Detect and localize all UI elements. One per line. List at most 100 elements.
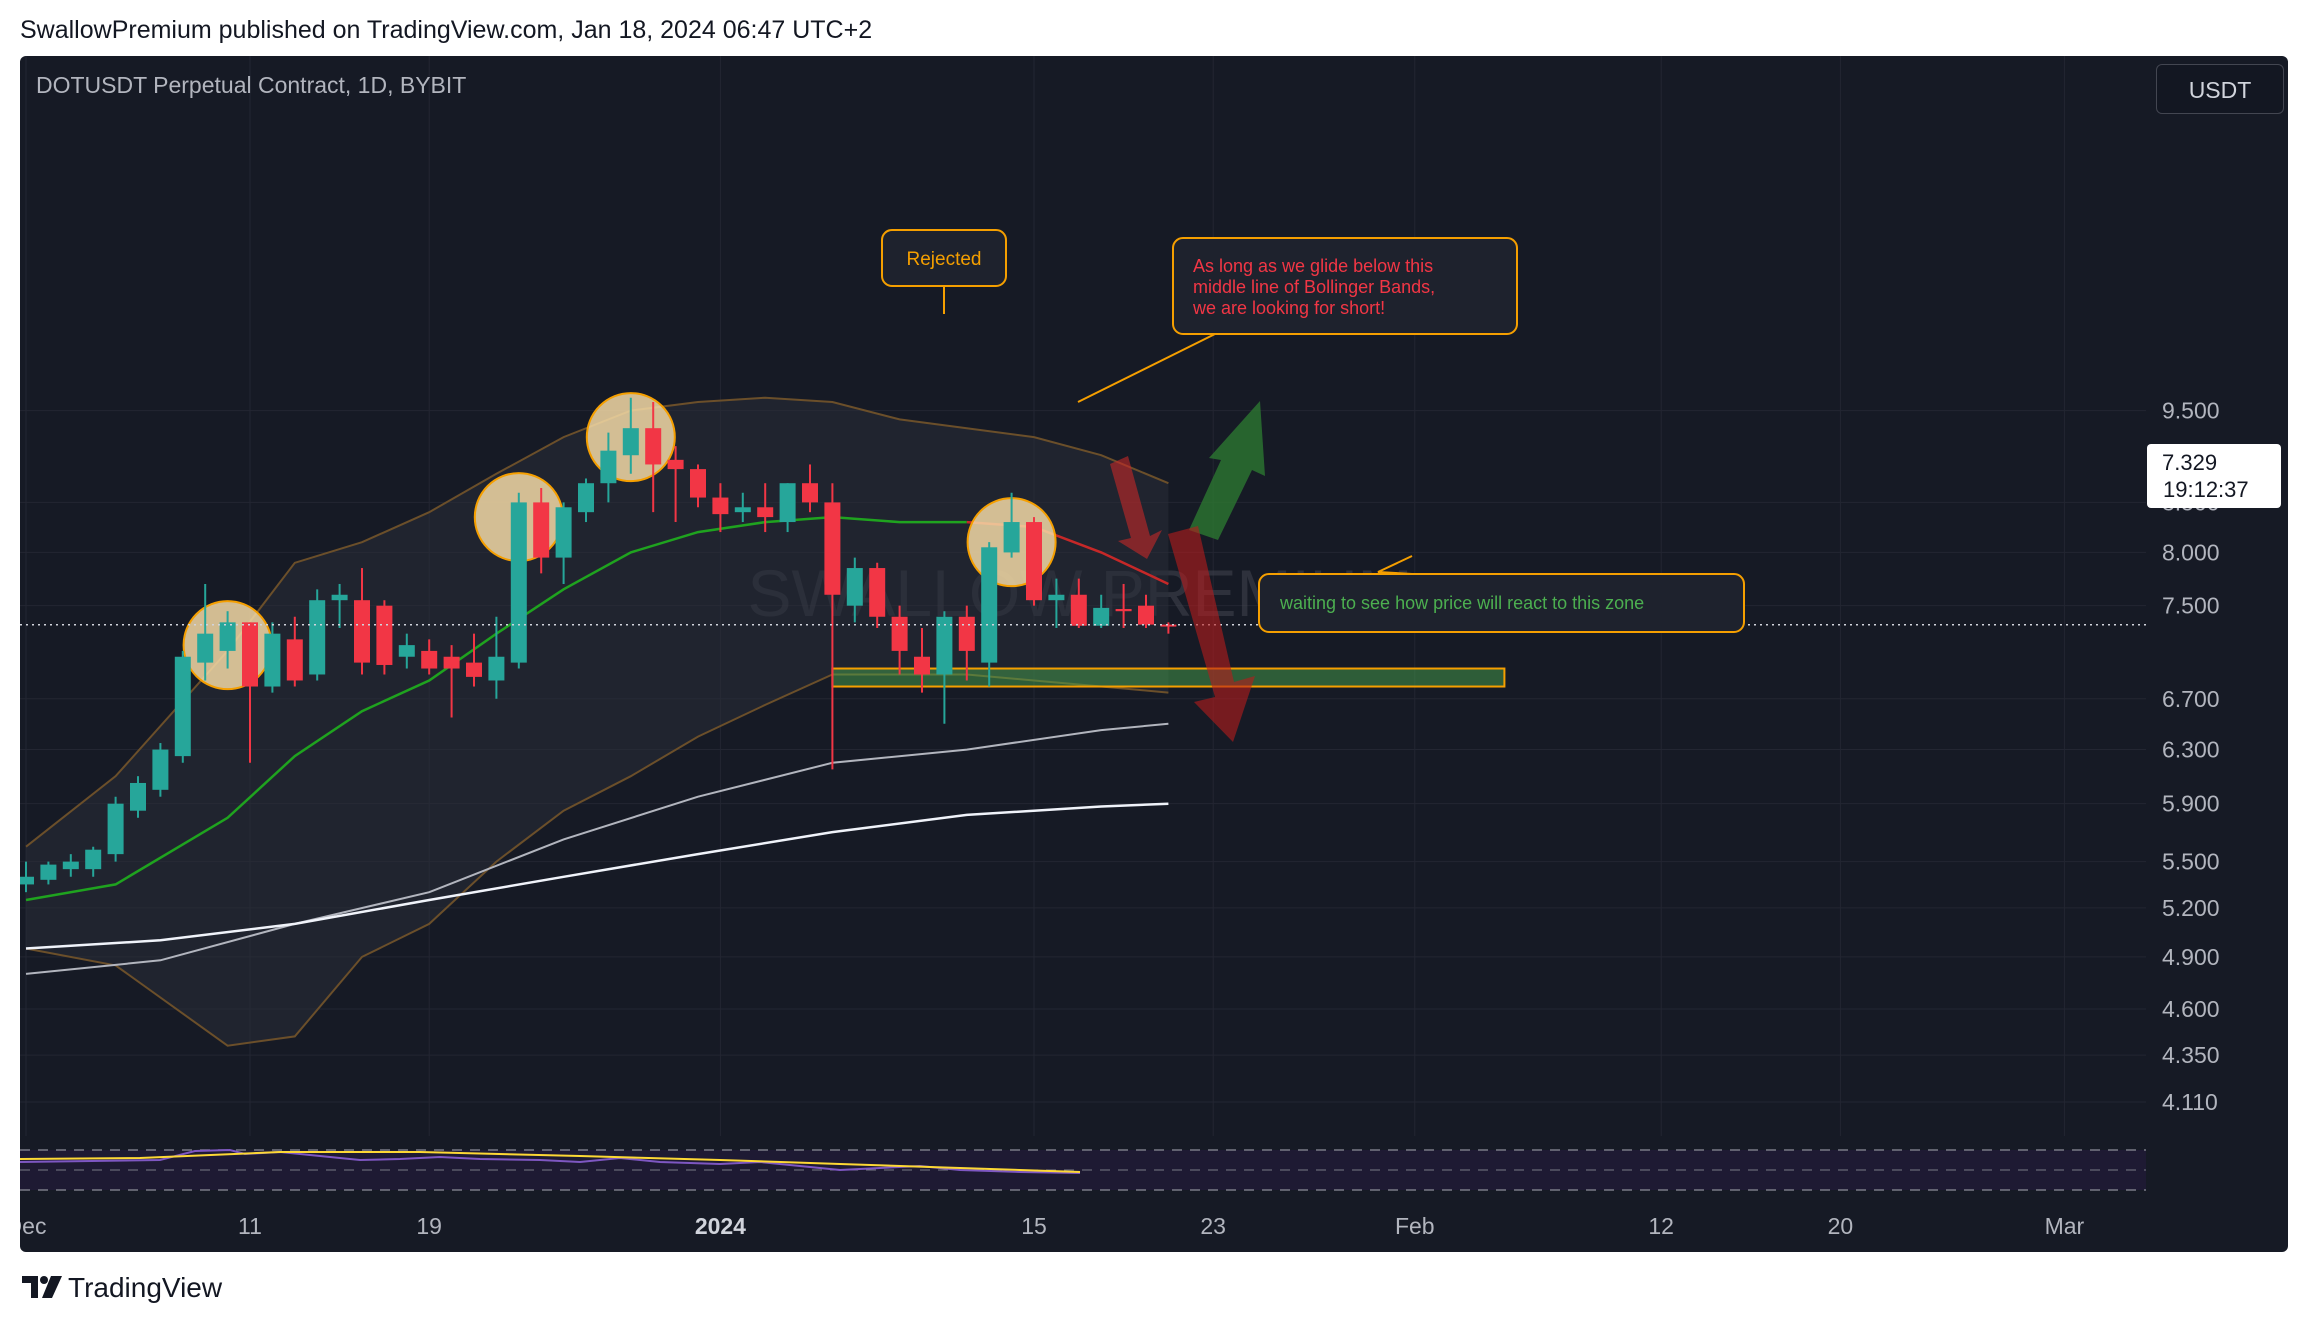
candle-body-17 [398, 645, 415, 657]
candle-body-0 [20, 876, 34, 885]
candle-body-49 [1115, 608, 1132, 612]
time-tick-2: 19 [416, 1213, 442, 1239]
candle-body-40 [914, 656, 930, 675]
ma-fast-line [25, 722, 1169, 975]
candle-body-35 [802, 483, 818, 503]
price-tick-4: 6.700 [2162, 686, 2220, 712]
down-arrow-short[interactable] [1110, 456, 1162, 559]
short-note-box [1172, 237, 1518, 335]
short-note-callout[interactable]: As long as we glide below this middle li… [1077, 237, 1518, 403]
last-price-label: 7.329 19:12:37 [2147, 444, 2281, 508]
rejected-label: Rejected [907, 249, 982, 270]
price-chart[interactable]: SWALLOW PREMIUM Rejected As long as we g… [20, 56, 2288, 1252]
time-tick-4: 15 [1021, 1213, 1047, 1239]
candle-body-41 [936, 616, 953, 675]
candle-body-8 [197, 633, 214, 663]
candle-body-24 [555, 507, 572, 558]
candle-body-6 [152, 749, 169, 790]
candle-body-36 [824, 502, 841, 595]
time-tick-3: 2024 [695, 1213, 746, 1239]
candle-body-22 [510, 502, 527, 663]
zone-note-pointer [1377, 555, 1413, 575]
candle-body-50 [1138, 605, 1154, 625]
candle-body-14 [331, 594, 348, 601]
candle-body-38 [869, 568, 886, 617]
tradingview-brand[interactable]: TradingView [68, 1272, 223, 1303]
footer: TradingView [0, 1252, 2308, 1324]
candle-body-29 [667, 459, 684, 470]
ma-slow-line [25, 802, 1169, 950]
candle-body-39 [891, 616, 908, 651]
candle-body-46 [1048, 594, 1065, 601]
up-arrow[interactable] [1189, 401, 1265, 540]
candle-body-45 [1026, 522, 1042, 601]
candle-body-7 [174, 656, 191, 757]
countdown-value: 19:12:37 [2163, 477, 2249, 502]
price-tick-5: 6.300 [2162, 737, 2220, 763]
tradingview-logo-icon[interactable] [20, 1270, 64, 1302]
price-tick-2: 8.000 [2162, 539, 2220, 565]
time-tick-9: Mar [2045, 1213, 2085, 1239]
candle-body-51 [1160, 624, 1177, 627]
candle-body-34 [779, 483, 796, 523]
zone-note-box [1258, 573, 1745, 633]
candle-body-33 [757, 507, 774, 518]
time-tick-0: Dec [20, 1213, 46, 1239]
support-zone[interactable] [831, 667, 1506, 688]
price-tick-12: 4.110 [2162, 1089, 2218, 1115]
chart-panel[interactable]: SWALLOW PREMIUM Rejected As long as we g… [20, 56, 2288, 1252]
oscillator-signal-line [20, 1151, 1081, 1173]
candle-body-25 [578, 483, 594, 513]
candle-body-30 [690, 469, 706, 498]
publish-header: SwallowPremium published on TradingView.… [0, 0, 2308, 56]
candle-body-11 [264, 633, 281, 687]
price-tick-8: 5.200 [2162, 895, 2220, 921]
price-tick-3: 7.500 [2162, 593, 2220, 619]
candle-body-1 [40, 864, 57, 880]
candle-body-28 [645, 428, 662, 465]
down-arrow-long[interactable] [1168, 526, 1255, 742]
price-tick-11: 4.350 [2162, 1042, 2220, 1068]
candle-body-15 [354, 600, 370, 663]
candle-body-26 [600, 450, 617, 484]
time-tick-5: 23 [1200, 1213, 1226, 1239]
candle-body-31 [712, 497, 729, 515]
candle-body-3 [85, 849, 102, 870]
zone-note-text: waiting to see how price will react to t… [1279, 593, 1644, 613]
rejected-callout[interactable]: Rejected [881, 229, 1007, 314]
candle-body-16 [376, 605, 393, 665]
candle-body-37 [846, 568, 863, 606]
bollinger-fill [26, 397, 1169, 1046]
publish-line: SwallowPremium published on TradingView.… [20, 16, 873, 44]
price-tick-9: 4.900 [2162, 944, 2220, 970]
time-tick-6: Feb [1395, 1213, 1435, 1239]
candle-body-10 [242, 622, 258, 687]
candle-body-44 [1003, 522, 1020, 553]
candle-body-43 [981, 547, 998, 663]
candle-body-2 [62, 861, 79, 870]
bollinger-basis [25, 515, 967, 902]
last-price-value: 7.329 [2162, 450, 2217, 475]
symbol-title: DOTUSDT Perpetual Contract, 1D, BYBIT [36, 72, 467, 98]
candle-body-47 [1070, 594, 1087, 626]
candle-body-9 [219, 622, 236, 651]
last-price-box [2147, 444, 2281, 508]
currency-button[interactable]: USDT [2156, 64, 2284, 114]
short-note-line-3: we are looking for short! [1192, 298, 1385, 318]
candles [20, 397, 1177, 893]
oscillator-pane[interactable] [20, 1148, 2146, 1191]
candle-body-20 [466, 662, 482, 677]
price-tick-10: 4.600 [2162, 996, 2220, 1022]
price-tick-7: 5.500 [2162, 849, 2220, 875]
candle-body-48 [1093, 607, 1110, 626]
short-note-pointer [1077, 333, 1216, 403]
time-tick-7: 12 [1648, 1213, 1674, 1239]
price-tick-6: 5.900 [2162, 791, 2220, 817]
candle-body-13 [309, 600, 326, 675]
zone-note-callout[interactable]: waiting to see how price will react to t… [1258, 555, 1745, 633]
candle-body-12 [286, 639, 303, 681]
candle-body-42 [958, 616, 975, 651]
time-tick-8: 20 [1828, 1213, 1854, 1239]
time-axis[interactable]: Dec 11 19 2024 15 23 Feb 12 20 Mar [20, 1213, 2085, 1239]
price-tick-0: 9.500 [2162, 398, 2220, 424]
